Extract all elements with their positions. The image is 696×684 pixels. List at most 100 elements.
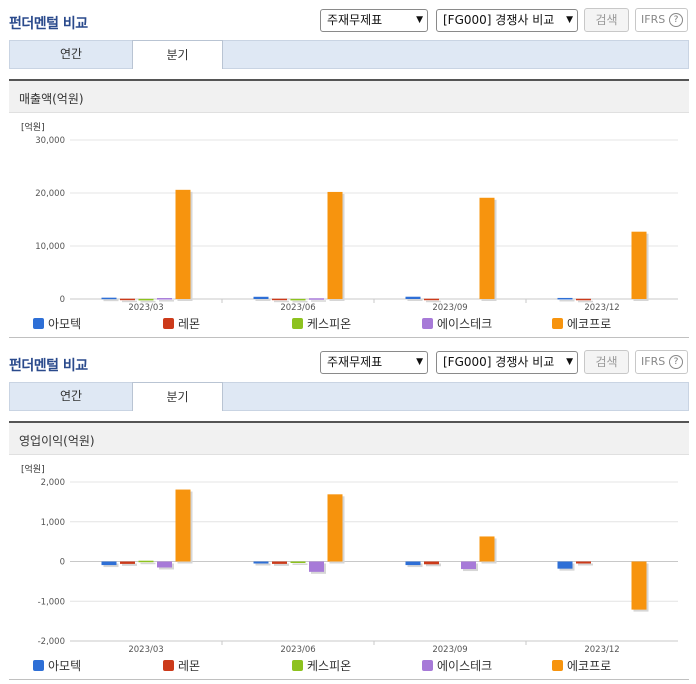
chevron-down-icon: ▼ — [566, 15, 573, 25]
legend-swatch — [422, 318, 433, 329]
panel-title: 펀더멘털 비교 — [9, 16, 88, 32]
bar-shadow — [578, 300, 593, 303]
metric-header: 영업이익(억원) — [9, 423, 689, 455]
statement-select[interactable]: 주재무제표 ▼ — [320, 9, 428, 32]
legend-swatch — [552, 660, 563, 671]
legend-label: 케스피온 — [307, 659, 352, 673]
legend-label: 에코프로 — [567, 317, 612, 331]
bar[interactable] — [290, 561, 306, 564]
bar[interactable] — [138, 298, 154, 301]
bar[interactable] — [576, 561, 591, 564]
bar[interactable] — [576, 298, 591, 301]
bar-chart: [억원] -2,000 -1,000 0 1,000 2,000 2023/03 2023/0… — [21, 463, 678, 655]
bar[interactable] — [424, 298, 439, 301]
bar-shadow — [140, 562, 156, 565]
x-tick-label: 2023/09 — [432, 645, 467, 655]
bar-shadow — [103, 299, 119, 302]
bar[interactable] — [631, 561, 647, 610]
statement-select[interactable]: 주재무제표 ▼ — [320, 351, 428, 374]
chart-area: 매출액(억원) [억원] 0 10,000 20,000 30,000 2023/03 20… — [9, 79, 689, 338]
bar[interactable] — [479, 536, 495, 562]
bar[interactable] — [157, 298, 172, 300]
bar-chart: [억원] 0 10,000 20,000 30,000 2023/03 2023/06 202… — [21, 121, 678, 313]
bar-shadow — [122, 563, 137, 566]
metric-header: 매출액(억원) — [9, 81, 689, 113]
bar[interactable] — [272, 298, 287, 301]
y-tick-label: 20,000 — [35, 189, 65, 199]
chevron-down-icon: ▼ — [566, 357, 573, 367]
bar[interactable] — [290, 298, 306, 301]
y-tick-label: 2,000 — [41, 478, 65, 488]
y-tick-label: -2,000 — [38, 637, 65, 647]
bar[interactable] — [175, 489, 191, 562]
bar-shadow — [103, 563, 119, 568]
x-tick-label: 2023/12 — [584, 303, 619, 313]
y-tick-label: 10,000 — [35, 242, 65, 252]
chart-area: 영업이익(억원) [억원] -2,000 -1,000 0 1,000 2,000 2023… — [9, 421, 689, 680]
bar-shadow — [311, 300, 326, 302]
x-tick-label: 2023/06 — [280, 303, 315, 313]
bar[interactable] — [327, 191, 343, 299]
x-tick-label: 2023/06 — [280, 645, 315, 655]
legend-label: 아모텍 — [48, 659, 82, 673]
ifrs-label: IFRS — [641, 13, 666, 26]
bar[interactable] — [309, 298, 324, 300]
x-tick-label: 2023/12 — [584, 645, 619, 655]
bar-shadow — [255, 563, 271, 566]
tab-annual[interactable]: 연간 — [59, 389, 83, 403]
bar[interactable] — [631, 231, 647, 299]
bar-shadow — [292, 563, 308, 565]
x-tick-label: 2023/03 — [128, 645, 163, 655]
bar-shadow — [407, 298, 423, 301]
bar[interactable] — [405, 561, 421, 566]
bar[interactable] — [327, 494, 343, 562]
help-icon[interactable]: ? — [669, 13, 683, 27]
compare-select-value: [FG000] 경쟁사 비교 — [443, 13, 555, 27]
bar[interactable] — [101, 297, 117, 300]
bar[interactable] — [479, 197, 495, 299]
bar-shadow — [255, 298, 271, 301]
bar[interactable] — [461, 561, 476, 570]
panel-header: 펀더멘털 비교 주재무제표 ▼ [FG000] 경쟁사 비교 ▼ 검색 IFRS? — [0, 342, 696, 382]
y-tick-label: 30,000 — [35, 136, 65, 146]
bar[interactable] — [101, 561, 117, 566]
legend-label: 에이스테크 — [437, 317, 493, 331]
y-tick-label: 0 — [60, 295, 65, 305]
help-icon[interactable]: ? — [669, 355, 683, 369]
x-tick-label: 2023/03 — [128, 303, 163, 313]
bar[interactable] — [272, 561, 287, 564]
statement-select-value: 주재무제표 — [327, 355, 383, 369]
search-button[interactable]: 검색 — [584, 8, 629, 32]
bar-shadow — [578, 563, 593, 566]
ifrs-button[interactable]: IFRS? — [635, 350, 688, 374]
bar[interactable] — [405, 296, 421, 299]
tab-annual[interactable]: 연간 — [59, 47, 83, 61]
fundamental-panel-revenue: 펀더멘털 비교 주재무제표 ▼ [FG000] 경쟁사 비교 ▼ 검색 IFRS? … — [9, 8, 689, 338]
legend-swatch — [292, 318, 303, 329]
tab-quarterly[interactable]: 분기 — [132, 40, 223, 69]
legend-label: 케스피온 — [307, 317, 352, 331]
period-tabs: 연간 분기 — [9, 382, 689, 411]
bar[interactable] — [138, 560, 154, 563]
legend-swatch — [163, 318, 174, 329]
bar[interactable] — [157, 561, 172, 568]
legend-label: 아모텍 — [48, 317, 82, 331]
bar[interactable] — [253, 296, 269, 299]
bar[interactable] — [424, 561, 439, 565]
bar[interactable] — [120, 298, 135, 301]
unit-label: [억원] — [21, 463, 45, 475]
search-button[interactable]: 검색 — [584, 350, 629, 374]
ifrs-button[interactable]: IFRS? — [635, 8, 688, 32]
tab-quarterly[interactable]: 분기 — [132, 382, 223, 411]
bar[interactable] — [557, 561, 573, 569]
period-tabs: 연간 분기 — [9, 40, 689, 69]
unit-label: [억원] — [21, 121, 45, 133]
bar[interactable] — [253, 561, 269, 564]
compare-select[interactable]: [FG000] 경쟁사 비교 ▼ — [436, 9, 578, 32]
bar[interactable] — [120, 561, 135, 564]
bar[interactable] — [175, 189, 191, 299]
legend-swatch — [33, 318, 44, 329]
bar[interactable] — [309, 561, 324, 572]
compare-select[interactable]: [FG000] 경쟁사 비교 ▼ — [436, 351, 578, 374]
bar[interactable] — [557, 297, 573, 300]
